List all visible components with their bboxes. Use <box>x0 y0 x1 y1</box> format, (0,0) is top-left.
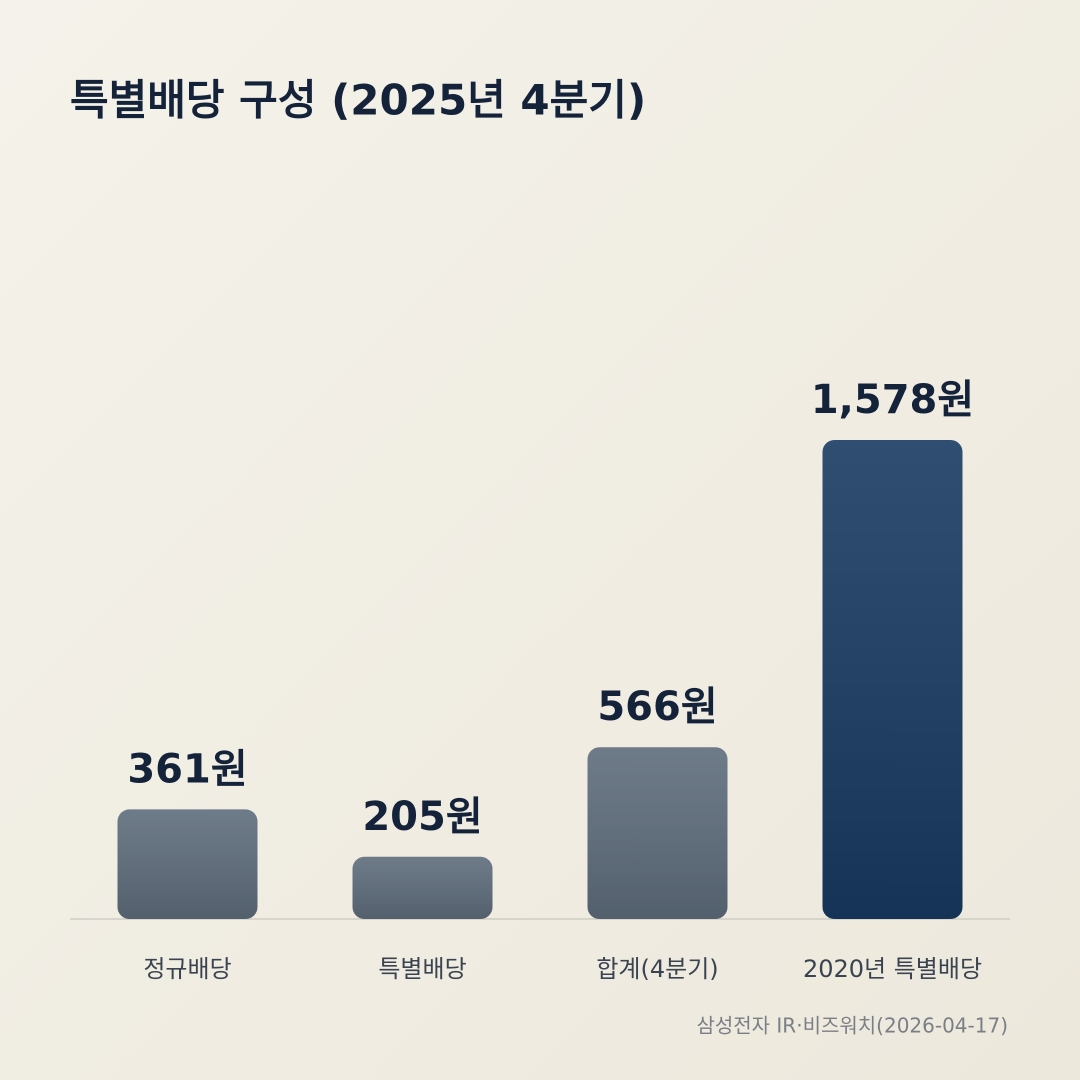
x-tick-label: 2020년 특별배당 <box>803 955 982 983</box>
bar-shade <box>587 747 728 919</box>
value-label: 1,578원 <box>811 377 974 423</box>
chart-title: 특별배당 구성 (2025년 4분기) <box>70 76 646 125</box>
x-tick-label: 합계(4분기) <box>596 955 718 983</box>
bar-shade <box>352 856 493 919</box>
value-label: 566원 <box>597 684 717 730</box>
x-tick-label: 특별배당 <box>378 955 466 983</box>
bar-shade <box>117 809 258 919</box>
source: 삼성전자 IR·비즈워치(2026-04-17) <box>696 1014 1008 1038</box>
bar-shade <box>822 440 963 919</box>
value-label: 205원 <box>362 794 482 840</box>
value-label: 361원 <box>127 746 247 792</box>
x-tick-label: 정규배당 <box>143 955 231 983</box>
